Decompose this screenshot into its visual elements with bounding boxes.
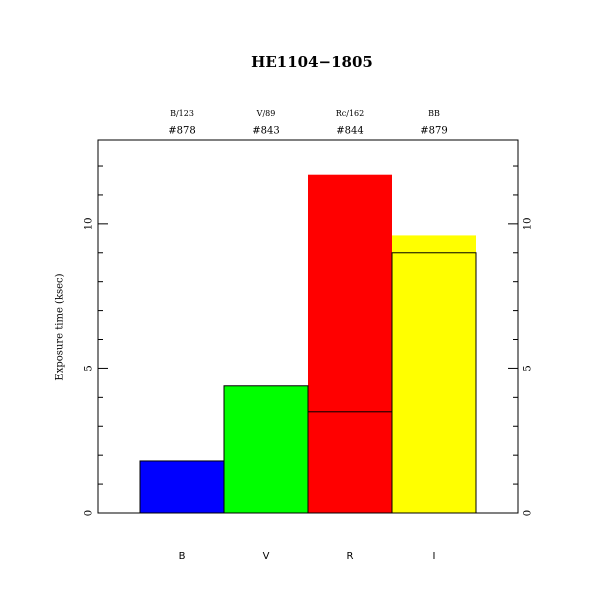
y-axis-label: Exposure time (ksec)	[55, 273, 66, 380]
y-tick-label: 0	[84, 510, 95, 516]
filter-label: Rc/162	[336, 109, 364, 118]
y-tick-label-right: 5	[523, 365, 534, 371]
x-tick-label: R	[347, 551, 354, 562]
y-tick-label: 10	[84, 217, 95, 230]
x-tick-label: I	[433, 551, 436, 562]
x-tick-label: B	[179, 551, 186, 562]
id-label: #843	[252, 126, 279, 137]
plot-frame	[97, 139, 519, 514]
x-tick-label: V	[263, 551, 270, 562]
bar	[308, 174, 392, 513]
chart-title: HE1104−1805	[251, 53, 373, 71]
id-label: #879	[420, 126, 447, 137]
id-label: #878	[168, 126, 195, 137]
bar	[140, 460, 224, 513]
y-tick-label-right: 0	[523, 510, 534, 516]
bar	[392, 235, 476, 513]
filter-label: V/89	[256, 109, 276, 118]
bar	[224, 385, 308, 513]
filter-label: BB	[428, 109, 440, 118]
filter-label: B/123	[170, 109, 194, 118]
y-tick-label-right: 10	[523, 217, 534, 230]
id-label: #844	[336, 126, 363, 137]
y-tick-label: 5	[84, 365, 95, 371]
